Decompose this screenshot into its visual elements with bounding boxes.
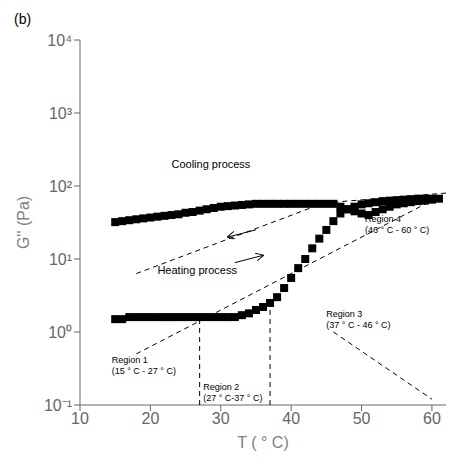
- svg-text:Region 4(46 ° C - 60 ° C): Region 4(46 ° C - 60 ° C): [365, 214, 429, 235]
- svg-text:60: 60: [423, 410, 441, 427]
- svg-text:10: 10: [71, 410, 89, 427]
- svg-text:Region 1(15 ° C - 27 ° C): Region 1(15 ° C - 27 ° C): [112, 355, 176, 376]
- svg-text:10²: 10²: [49, 178, 73, 195]
- svg-text:Heating process: Heating process: [157, 264, 237, 276]
- svg-text:10⁰: 10⁰: [48, 324, 72, 341]
- svg-text:20: 20: [141, 410, 159, 427]
- svg-text:T ( ° C): T ( ° C): [237, 434, 288, 451]
- html-text:(b): (b): [14, 11, 32, 27]
- svg-text:Cooling process: Cooling process: [172, 158, 251, 170]
- svg-text:10³: 10³: [49, 105, 73, 122]
- svg-text:30: 30: [212, 410, 230, 427]
- svg-text:50: 50: [353, 410, 371, 427]
- svg-text:G'' (Pa): G'' (Pa): [15, 196, 32, 249]
- svg-text:Region 2(27 ° C-37 ° C): Region 2(27 ° C-37 ° C): [203, 382, 262, 403]
- svg-text:40: 40: [282, 410, 300, 427]
- svg-text:10¹: 10¹: [49, 251, 72, 268]
- svg-text:10⁴: 10⁴: [47, 32, 72, 49]
- svg-text:10⁻¹: 10⁻¹: [44, 397, 72, 414]
- svg-text:Region 3(37 ° C - 46 ° C): Region 3(37 ° C - 46 ° C): [326, 309, 390, 330]
